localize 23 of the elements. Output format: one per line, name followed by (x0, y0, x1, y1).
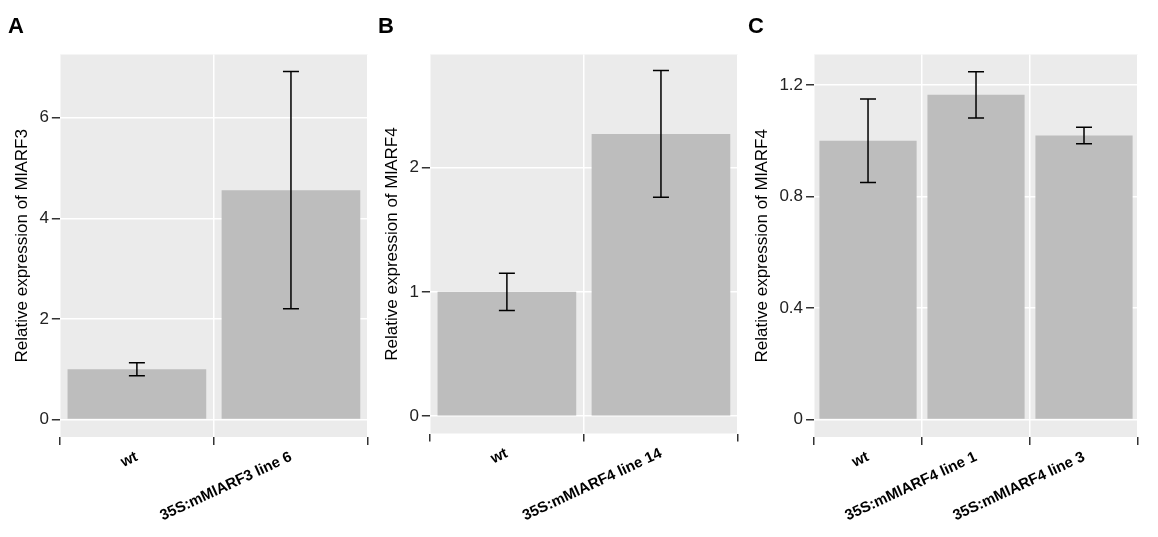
y-tick-label: 0.8 (779, 186, 804, 206)
chart-title: C (748, 13, 764, 39)
y-axis-title: Relative expression of MlARF4 (381, 127, 401, 361)
bar (927, 94, 1025, 419)
y-tick-label: 0 (793, 409, 804, 429)
y-tick-label: 6 (39, 107, 49, 127)
x-tick-label: wt (486, 443, 510, 467)
y-tick-label: 2 (409, 157, 419, 177)
y-tick-label: 0 (409, 405, 419, 425)
x-tick-label: wt (847, 447, 872, 471)
y-tick-label: 1 (409, 281, 419, 301)
chart-title: A (8, 13, 24, 39)
chart-title: B (378, 13, 394, 39)
y-tick-label: 4 (39, 208, 49, 228)
y-axis-title: Relative expression of MlARF3 (11, 129, 31, 363)
y-tick-label: 1.2 (779, 74, 804, 94)
bar (1035, 135, 1133, 419)
y-axis-title: Relative expression of MlARF4 (751, 129, 771, 363)
y-tick-label: 2 (39, 308, 49, 328)
bar (819, 140, 917, 419)
y-tick-label: 0 (39, 409, 49, 429)
y-tick-label: 0.4 (779, 297, 804, 317)
x-tick-label: wt (116, 447, 140, 471)
